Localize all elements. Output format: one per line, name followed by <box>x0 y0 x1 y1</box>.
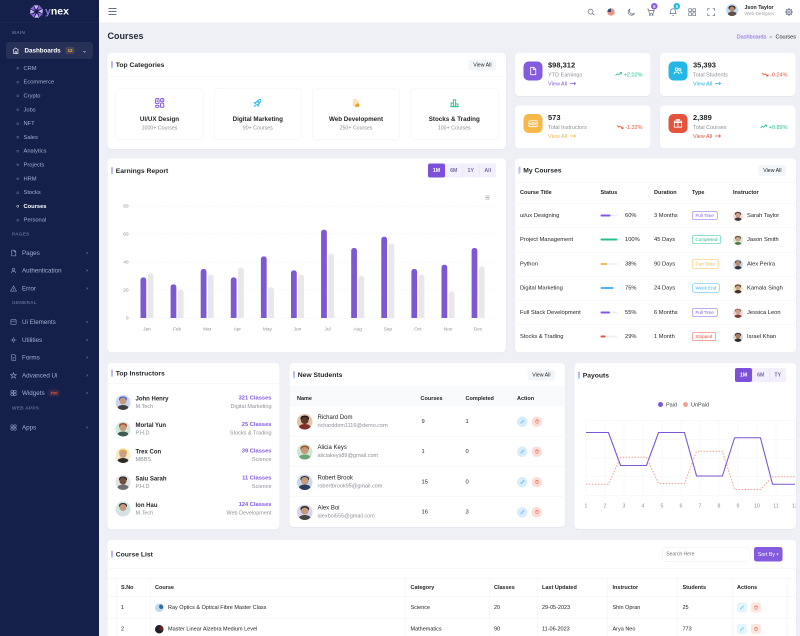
svg-text:10: 10 <box>754 504 760 510</box>
svg-text:12: 12 <box>792 504 796 510</box>
svg-text:Apr: Apr <box>234 327 242 333</box>
svg-text:20: 20 <box>123 288 129 294</box>
svg-text:May: May <box>263 327 273 333</box>
svg-text:2: 2 <box>604 504 607 510</box>
svg-text:Oct: Oct <box>414 327 422 333</box>
svg-text:7: 7 <box>699 504 702 510</box>
svg-text:UnPaid: UnPaid <box>691 403 709 409</box>
svg-text:80: 80 <box>123 204 129 210</box>
svg-text:6: 6 <box>680 504 683 510</box>
svg-text:Jun: Jun <box>294 327 302 333</box>
svg-text:Paid: Paid <box>666 403 677 409</box>
svg-text:Aug: Aug <box>353 327 362 333</box>
svg-text:Jan: Jan <box>143 327 151 333</box>
svg-text:60: 60 <box>123 232 129 238</box>
svg-text:11: 11 <box>773 504 779 510</box>
svg-text:3: 3 <box>623 504 626 510</box>
svg-text:Feb: Feb <box>173 327 182 333</box>
svg-text:Nov: Nov <box>444 327 453 333</box>
svg-text:40: 40 <box>123 260 129 266</box>
svg-text:8: 8 <box>718 504 721 510</box>
svg-text:Jul: Jul <box>325 327 331 333</box>
svg-text:1: 1 <box>585 504 588 510</box>
svg-text:5: 5 <box>661 504 664 510</box>
svg-text:4: 4 <box>642 504 645 510</box>
svg-text:0: 0 <box>126 316 129 322</box>
svg-text:9: 9 <box>737 504 740 510</box>
svg-text:Mar: Mar <box>203 327 212 333</box>
svg-text:Sep: Sep <box>384 327 393 333</box>
svg-text:Dec: Dec <box>474 327 483 333</box>
